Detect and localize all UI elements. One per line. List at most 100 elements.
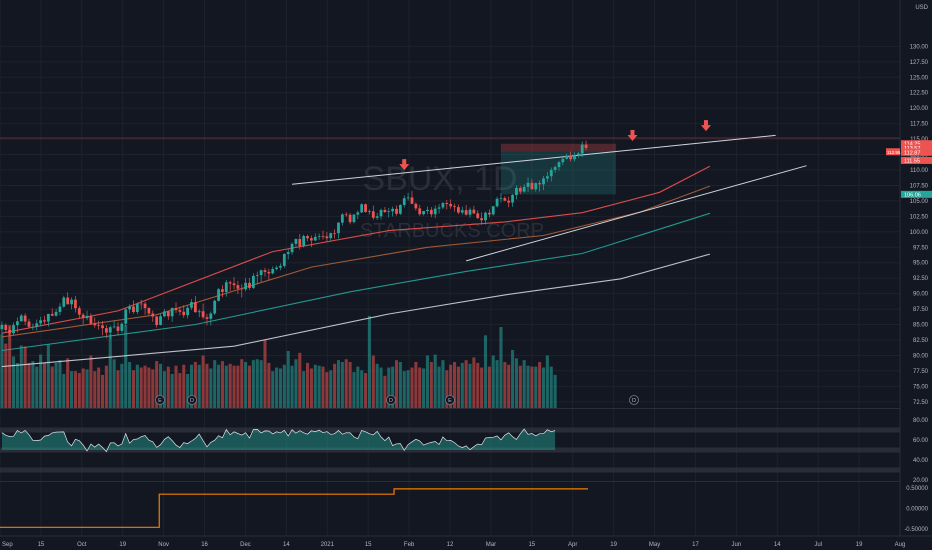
candle-body	[4, 324, 8, 330]
volume-bar	[460, 362, 464, 408]
price-tick-label: 97.50	[913, 245, 929, 251]
candle-body	[569, 155, 572, 160]
candle-body	[248, 282, 251, 288]
volume-bar	[46, 344, 50, 408]
volume-bar	[511, 350, 515, 408]
candle-body	[46, 313, 50, 322]
candle-body	[97, 325, 101, 326]
candle-body	[391, 208, 395, 212]
volume-bar	[108, 334, 112, 408]
time-tick-label: 15	[528, 542, 535, 548]
price-tick-label: 117.50	[910, 122, 929, 128]
volume-bar	[294, 359, 298, 408]
price-tick-label: 127.50	[910, 60, 929, 66]
candle-body	[549, 169, 553, 177]
candle-body	[19, 315, 23, 322]
volume-bar	[162, 371, 166, 408]
candle-body	[302, 236, 306, 247]
volume-bar	[340, 362, 344, 408]
candle-body	[368, 211, 371, 212]
trend-lines[interactable]	[292, 134, 807, 262]
volume-bar	[483, 335, 488, 408]
candle-body	[31, 326, 35, 328]
candle-body	[553, 167, 557, 170]
volume-bar	[487, 366, 491, 408]
candle-body	[573, 155, 576, 160]
time-tick-label: Oct	[77, 542, 87, 548]
candle-body	[112, 326, 116, 328]
volume-bar	[73, 371, 77, 408]
candle-body	[155, 316, 159, 325]
volume-bar	[182, 364, 186, 408]
candle-body	[151, 313, 155, 317]
volume-bar	[8, 325, 12, 408]
time-tick-label: 19	[610, 542, 617, 548]
price-tick-label: 95.00	[913, 261, 929, 267]
time-tick-label: 15	[365, 542, 372, 548]
volume-bar	[178, 373, 182, 408]
volume-bar	[530, 366, 534, 408]
volume-bar	[189, 364, 194, 408]
volume-bar	[282, 364, 286, 408]
volume-bar	[453, 362, 457, 408]
volume-bar	[4, 343, 8, 408]
candle-body	[426, 209, 429, 212]
time-axis-labels: Sep 15 Oct 19 Nov 16 Dec 14 2021 15 Feb 12 Mar 15 Apr 1…	[2, 542, 905, 548]
volume-bar	[197, 364, 201, 408]
price-axis[interactable]	[900, 0, 932, 536]
time-tick-label: Sep	[2, 542, 13, 548]
candle-body	[379, 209, 383, 217]
position-target-zone	[500, 151, 617, 195]
candle-body	[178, 310, 182, 312]
step-pane-separator[interactable]	[0, 481, 900, 482]
candle-body	[170, 308, 174, 317]
candle-body	[468, 209, 472, 215]
time-tick-label: 16	[201, 542, 208, 548]
time-tick-label: Apr	[568, 542, 577, 548]
volume-bar	[429, 362, 433, 408]
indicator-pane-separator[interactable]	[0, 408, 900, 409]
candle-body	[217, 289, 220, 301]
candle-body	[286, 252, 290, 254]
candle-body	[147, 308, 151, 314]
current-price-tag	[901, 144, 932, 152]
volume-bar	[522, 360, 526, 408]
volume-bar	[116, 370, 120, 408]
volume-bar	[518, 365, 522, 408]
candle-body	[221, 289, 224, 292]
volume-bar	[131, 370, 135, 408]
volume-bar	[456, 366, 460, 408]
candle-body	[298, 239, 302, 247]
volume-bar	[81, 368, 85, 408]
volume-bar	[336, 360, 341, 408]
time-axis[interactable]	[0, 536, 932, 550]
step-tick-label: 0.00000	[906, 507, 928, 513]
volume-bar	[391, 366, 395, 408]
time-tick-label: 19	[856, 542, 863, 548]
candle-body	[166, 311, 170, 317]
sell-arrow-icon	[399, 159, 410, 171]
volume-bar	[476, 362, 480, 408]
candle-body	[66, 297, 70, 305]
candle-body	[232, 283, 236, 286]
trend-line	[292, 134, 776, 185]
candle-body	[120, 323, 124, 331]
volume-bar	[93, 371, 97, 408]
candle-body	[143, 303, 147, 309]
sell-arrow-icon	[627, 130, 638, 142]
volume-bar	[23, 346, 27, 408]
volume-bar	[425, 355, 429, 408]
candle-body	[387, 211, 391, 213]
candle-body	[186, 307, 190, 316]
candle-body	[480, 218, 484, 221]
volume-bar	[120, 363, 124, 408]
volume-bar	[499, 327, 503, 408]
volume-pane	[0, 316, 557, 408]
short-position-tool[interactable]	[500, 143, 617, 195]
time-tick-label: Aug	[895, 542, 906, 548]
volume-bar	[433, 354, 437, 408]
volume-bar	[541, 367, 546, 408]
volume-bar	[77, 373, 81, 408]
